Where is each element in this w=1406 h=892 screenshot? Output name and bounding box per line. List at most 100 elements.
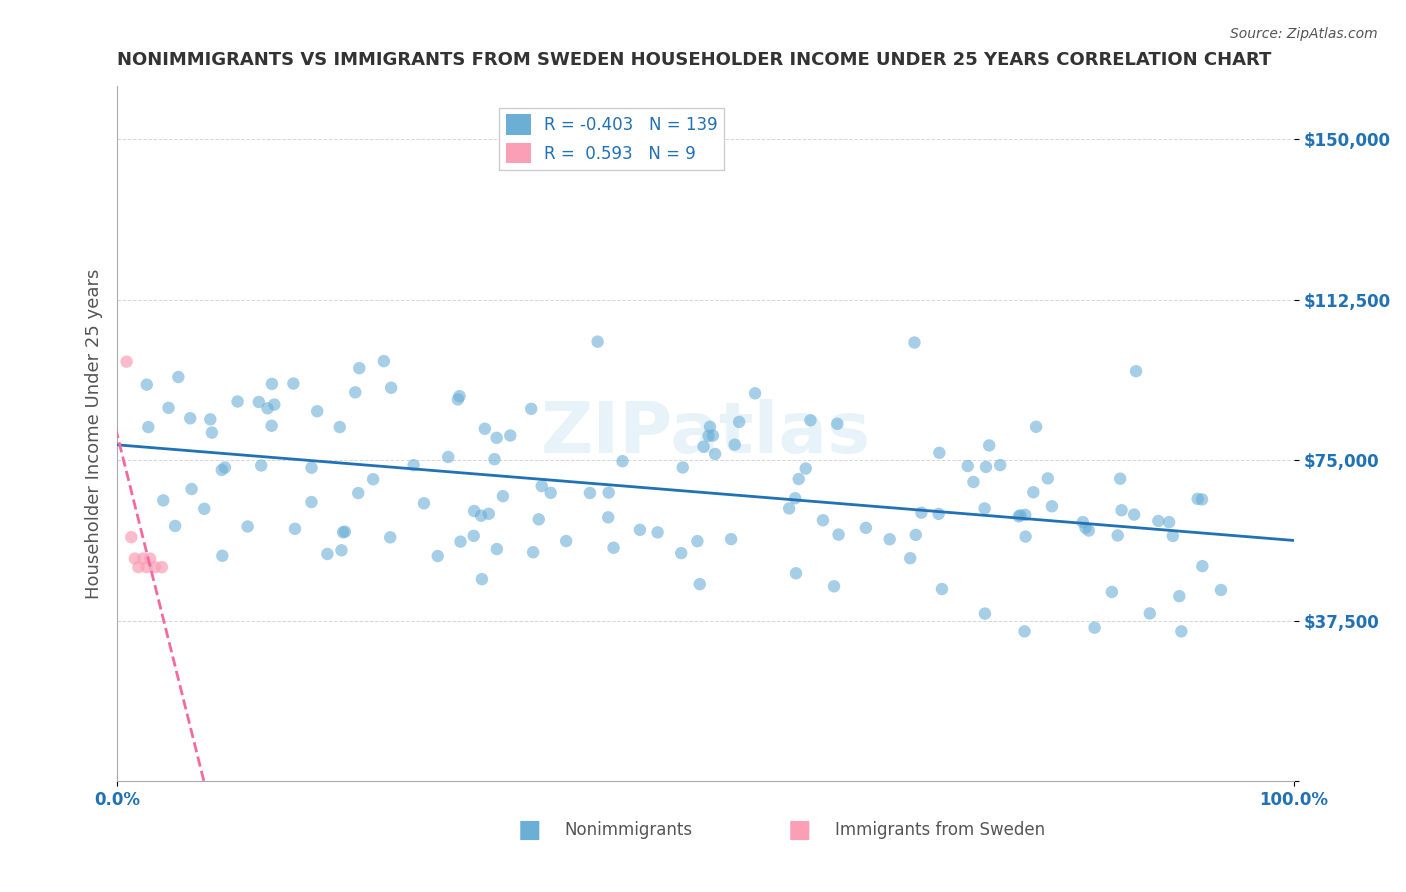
- Point: [135, 560, 157, 574]
- Point: [437, 450, 460, 464]
- Point: [962, 475, 984, 489]
- Point: [602, 541, 624, 555]
- Point: [463, 504, 485, 518]
- Point: [1010, 508, 1032, 523]
- Point: [301, 495, 323, 509]
- Point: [530, 479, 553, 493]
- Point: [928, 446, 950, 460]
- Point: [988, 458, 1011, 472]
- Point: [647, 525, 669, 540]
- Point: [720, 532, 742, 546]
- Point: [1077, 524, 1099, 538]
- Point: [165, 519, 187, 533]
- Point: [349, 361, 371, 376]
- Point: [827, 527, 849, 541]
- Point: [692, 440, 714, 454]
- Point: [598, 485, 620, 500]
- Point: [263, 398, 285, 412]
- Point: [330, 543, 353, 558]
- Point: [492, 489, 515, 503]
- Point: [697, 429, 720, 443]
- Point: [344, 385, 367, 400]
- Point: [785, 491, 807, 506]
- Point: [1157, 515, 1180, 529]
- Text: NONIMMIGRANTS VS IMMIGRANTS FROM SWEDEN HOUSEHOLDER INCOME UNDER 25 YEARS CORREL: NONIMMIGRANTS VS IMMIGRANTS FROM SWEDEN …: [117, 51, 1271, 69]
- Point: [555, 534, 578, 549]
- Point: [671, 546, 693, 560]
- Point: [1139, 607, 1161, 621]
- Point: [380, 381, 402, 395]
- Point: [284, 522, 307, 536]
- Point: [380, 530, 402, 544]
- Point: [132, 551, 155, 566]
- Point: [301, 460, 323, 475]
- Point: [979, 438, 1001, 452]
- Point: [1191, 492, 1213, 507]
- Point: [474, 422, 496, 436]
- Point: [447, 392, 470, 407]
- Point: [135, 377, 157, 392]
- Point: [827, 417, 849, 431]
- Point: [904, 528, 927, 542]
- Point: [1101, 585, 1123, 599]
- Point: [402, 458, 425, 473]
- Text: Source: ZipAtlas.com: Source: ZipAtlas.com: [1230, 27, 1378, 41]
- Point: [256, 401, 278, 416]
- Point: [1109, 472, 1132, 486]
- Point: [1147, 514, 1170, 528]
- Point: [522, 545, 544, 559]
- Point: [785, 566, 807, 581]
- Point: [478, 507, 501, 521]
- Point: [373, 354, 395, 368]
- Point: [910, 506, 932, 520]
- Point: [855, 521, 877, 535]
- Text: Immigrants from Sweden: Immigrants from Sweden: [835, 821, 1045, 839]
- Point: [527, 512, 550, 526]
- Point: [879, 533, 901, 547]
- Point: [1071, 515, 1094, 529]
- Point: [413, 496, 436, 510]
- Point: [1014, 624, 1036, 639]
- Point: [1022, 485, 1045, 500]
- Point: [1209, 582, 1232, 597]
- Point: [686, 534, 709, 549]
- Point: [307, 404, 329, 418]
- Point: [1168, 589, 1191, 603]
- Point: [283, 376, 305, 391]
- Text: ZIPatlas: ZIPatlas: [541, 399, 870, 468]
- Point: [463, 529, 485, 543]
- Point: [426, 549, 449, 563]
- Point: [928, 507, 950, 521]
- Text: ■: ■: [517, 818, 541, 842]
- Point: [157, 401, 180, 415]
- Point: [152, 493, 174, 508]
- Point: [799, 413, 821, 427]
- Point: [579, 486, 602, 500]
- Point: [361, 472, 384, 486]
- Point: [787, 472, 810, 486]
- Point: [1123, 508, 1146, 522]
- Point: [150, 560, 173, 574]
- Point: [1111, 503, 1133, 517]
- Point: [139, 551, 162, 566]
- Point: [236, 519, 259, 533]
- Point: [702, 428, 724, 442]
- Point: [450, 534, 472, 549]
- Point: [124, 551, 146, 566]
- Point: [1036, 471, 1059, 485]
- Point: [1191, 559, 1213, 574]
- Point: [201, 425, 224, 440]
- Point: [214, 460, 236, 475]
- Point: [903, 335, 925, 350]
- Point: [471, 572, 494, 586]
- Point: [247, 395, 270, 409]
- Point: [724, 438, 747, 452]
- Point: [520, 401, 543, 416]
- Point: [744, 386, 766, 401]
- Point: [1161, 529, 1184, 543]
- Point: [973, 501, 995, 516]
- Point: [974, 607, 997, 621]
- Point: [931, 582, 953, 596]
- Point: [138, 420, 160, 434]
- Point: [211, 549, 233, 563]
